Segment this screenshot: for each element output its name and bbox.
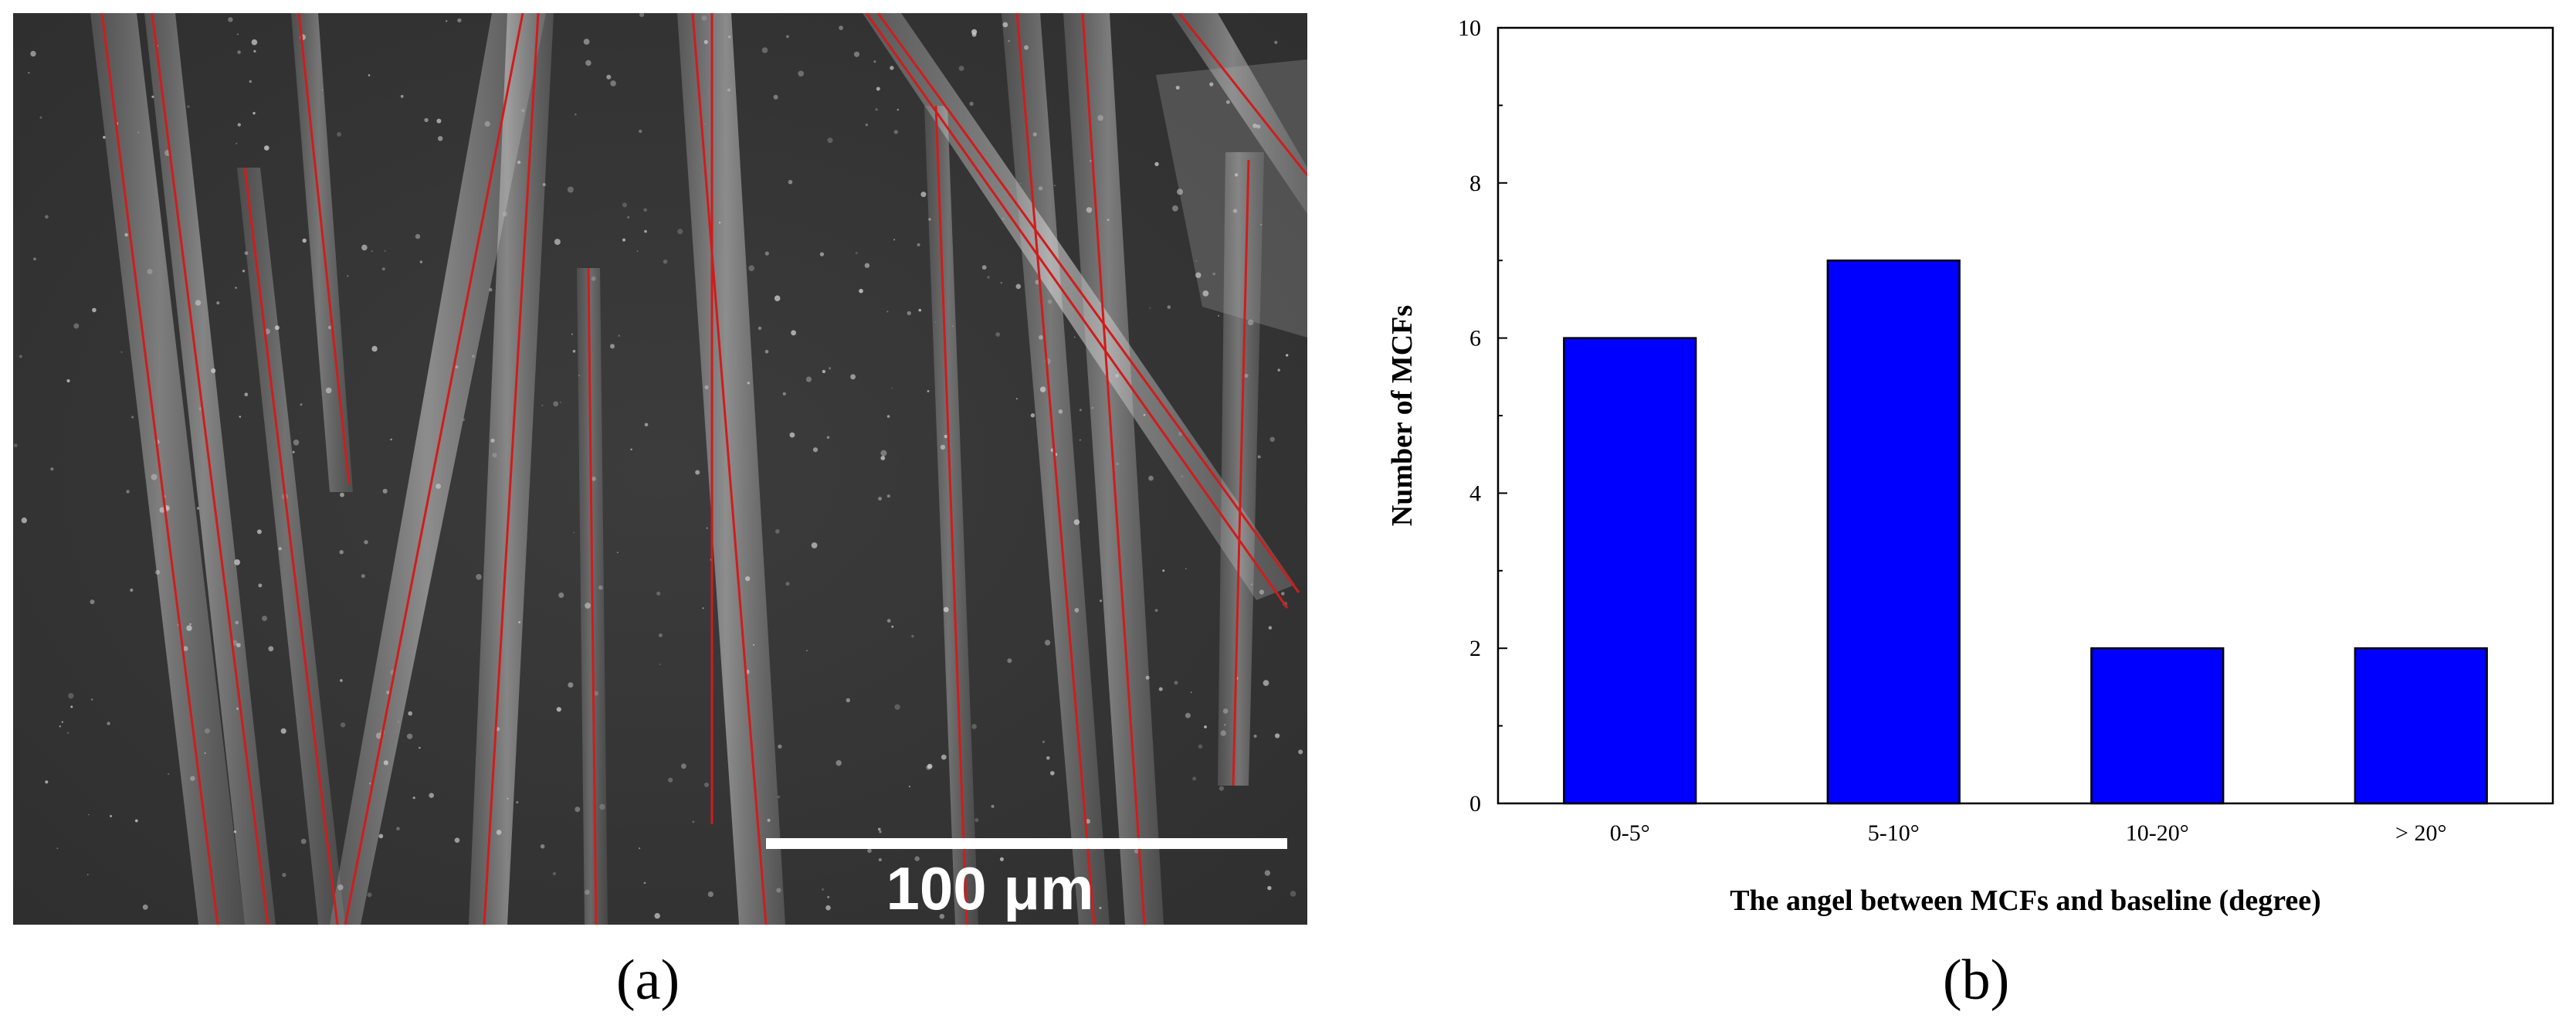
panel-a-caption: (a) <box>616 949 680 1012</box>
scale-bar-line <box>766 838 1287 849</box>
scale-bar-label: 100 μm <box>886 854 1094 922</box>
bar-chart: 0-5° 5-10° 10-20° > 20° 0 2 4 6 8 10 Number of M… <box>1359 0 2564 942</box>
x-tick-label: 5-10° <box>1868 820 1920 846</box>
y-tick-label: 4 <box>1469 480 1481 506</box>
bar-1 <box>1826 259 1961 805</box>
x-tick-labels: 0-5° 5-10° 10-20° > 20° <box>1610 820 2447 846</box>
x-tick-label: 10-20° <box>2126 820 2189 846</box>
scale-bar: 100 μm <box>766 838 1287 922</box>
sem-micrograph: 100 μm <box>13 13 1307 925</box>
bar-2 <box>2090 647 2225 805</box>
fiber-trace-lines <box>100 13 1307 925</box>
bar-3 <box>2354 647 2488 805</box>
y-tick-label: 0 <box>1469 791 1481 817</box>
x-tick-label: > 20° <box>2395 820 2446 846</box>
y-tick-labels: 0 2 4 6 8 10 <box>1458 15 1481 817</box>
y-tick-label: 10 <box>1458 15 1481 41</box>
bar-0 <box>1563 337 1697 805</box>
panel-b-caption: (b) <box>1943 949 2010 1012</box>
y-tick-label: 2 <box>1469 636 1481 661</box>
y-axis-label: Number of MCFs <box>1386 305 1418 526</box>
y-tick-label: 8 <box>1469 171 1481 196</box>
x-axis-label: The angel between MCFs and baseline (deg… <box>1730 884 2321 917</box>
y-tick-label: 6 <box>1469 326 1481 351</box>
chart-canvas: 0-5° 5-10° 10-20° > 20° 0 2 4 6 8 10 Number of M… <box>1386 15 2554 917</box>
x-tick-label: 0-5° <box>1610 820 1650 846</box>
micrograph-image: 100 μm <box>13 13 1307 925</box>
bars <box>1563 259 2488 805</box>
